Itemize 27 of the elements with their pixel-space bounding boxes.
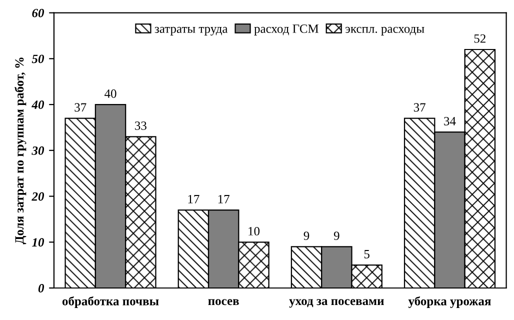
data-label: 52 <box>474 34 486 43</box>
data-label: 17 <box>218 194 230 204</box>
data-label: 37 <box>74 103 86 112</box>
y-tick-label: 60 <box>32 8 44 18</box>
x-tick-label: обработка почвы <box>62 296 159 308</box>
data-label: 17 <box>188 194 200 204</box>
data-label: 5 <box>364 250 370 258</box>
data-label: 9 <box>304 232 310 240</box>
data-label: 40 <box>104 89 116 98</box>
y-axis-title: Доля затрат по группам работ, % <box>14 58 26 244</box>
y-tick-label: 40 <box>32 100 44 109</box>
data-label: 10 <box>248 226 260 236</box>
y-tick-label: 30 <box>32 146 44 155</box>
data-label: 33 <box>135 122 146 130</box>
data-label: 9 <box>334 232 340 240</box>
x-tick-label: посев <box>208 299 239 306</box>
y-tick-label: 50 <box>32 54 44 64</box>
legend-label: расход ГСМ <box>254 24 318 36</box>
x-tick-label: уборка урожая <box>408 296 491 308</box>
data-label: 37 <box>414 103 426 112</box>
x-tick-label: уход за посевами <box>289 299 384 308</box>
legend-label: затраты труда <box>154 26 228 36</box>
legend-label: экспл. расходы <box>346 26 424 36</box>
data-label: 34 <box>444 116 456 126</box>
y-tick-label: 10 <box>32 238 44 247</box>
y-tick-label: 20 <box>32 192 44 201</box>
y-tick-label: 0 <box>38 284 44 292</box>
